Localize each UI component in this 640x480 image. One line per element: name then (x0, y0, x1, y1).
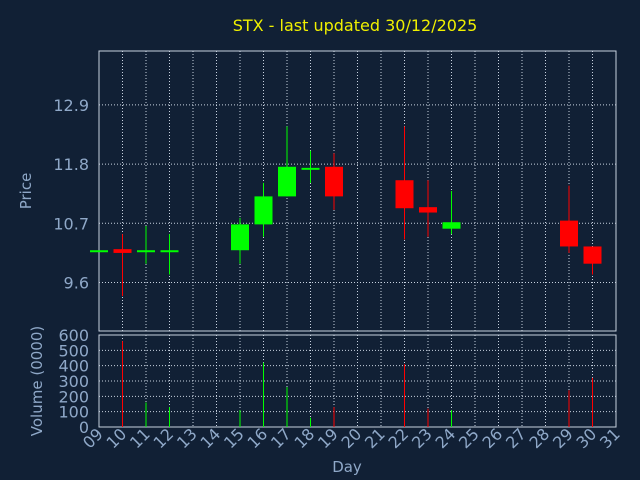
candle-body (395, 180, 414, 209)
price-tick-label: 9.6 (64, 274, 89, 293)
candle-body (419, 207, 437, 213)
price-tick-label: 12.9 (53, 96, 89, 115)
x-axis-label: Day (332, 458, 362, 476)
candle-body (560, 220, 578, 247)
candle-body (278, 166, 296, 197)
candle-body (113, 249, 132, 253)
candle-body (137, 250, 155, 253)
candle-body (325, 166, 343, 197)
candle-body (90, 250, 108, 253)
volume-tick-label: 600 (58, 326, 89, 345)
price-panel (90, 50, 617, 332)
volume-axis-label: Volume (0000) (28, 326, 46, 436)
price-tick-label: 10.7 (53, 214, 89, 233)
candle-body (254, 196, 273, 225)
price-tick-label: 11.8 (53, 155, 89, 174)
candle-body (301, 167, 320, 170)
candle-body (231, 224, 249, 251)
price-axis-label: Price (17, 173, 35, 210)
candle-body (442, 222, 461, 229)
candle-body (160, 250, 179, 253)
volume-tick-label: 0 (79, 418, 89, 437)
chart-title: STX - last updated 30/12/2025 (233, 16, 478, 35)
volume-tick-label: 300 (58, 372, 89, 391)
volume-tick-label: 500 (58, 341, 89, 360)
volume-tick-label: 200 (58, 387, 89, 406)
volume-tick-label: 400 (58, 357, 89, 376)
volume-panel (98, 334, 617, 428)
candle-body (583, 246, 602, 264)
volume-tick-label: 100 (58, 403, 89, 422)
